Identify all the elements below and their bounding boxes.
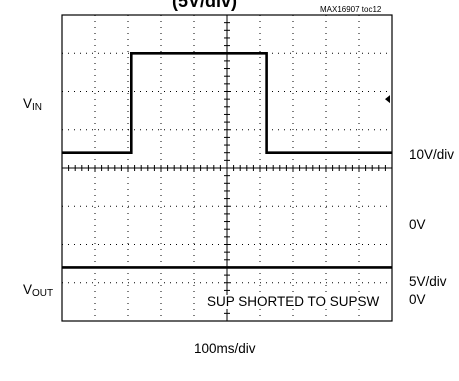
channel-2-scale: 5V/div [409, 274, 447, 289]
traces [62, 52, 392, 269]
channel-1-zero: 0V [409, 217, 426, 232]
channel-2-label: VOUT [23, 282, 54, 299]
channel-1-label: VIN [23, 96, 43, 113]
trace-vin [62, 52, 392, 154]
channel-1-scale: 10V/div [409, 147, 455, 162]
chart-title-fragment: (5V/div) [172, 0, 238, 11]
screen-frame [61, 14, 393, 322]
figure-id: MAX16907 toc12 [320, 5, 382, 14]
timebase-label: 100ms/div [194, 341, 256, 356]
annotation-note: SUP SHORTED TO SUPSW [205, 294, 382, 309]
channel-2-zero: 0V [409, 292, 426, 307]
trigger-marker [385, 95, 390, 104]
grid [62, 15, 392, 322]
title-clip: (5V/div) [0, 0, 459, 13]
